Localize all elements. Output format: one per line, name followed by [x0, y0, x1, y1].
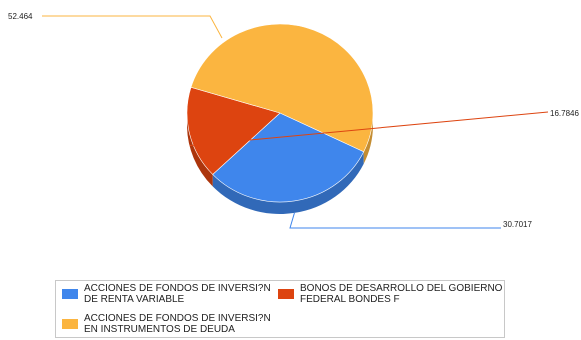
pie-slice-1	[186, 86, 281, 175]
legend-label-line1: ACCIONES DE FONDOS DE INVERSI?N	[84, 283, 271, 294]
legend-label-line2: DE RENTA VARIABLE	[84, 294, 185, 305]
legend-swatch-orange	[62, 319, 78, 329]
legend-label-line1: BONOS DE DESARROLLO DEL GOBIERNO	[300, 283, 503, 294]
leader-lines-group	[42, 15, 549, 229]
leader-line-1	[189, 111, 549, 147]
legend-swatch-blue	[62, 289, 78, 299]
pie-slice-0	[212, 112, 365, 203]
data-label-1: 16.7846	[550, 109, 579, 118]
pie-slice-side-2	[363, 113, 373, 164]
legend-item-deuda: ACCIONES DE FONDOS DE INVERSI?N EN INSTR…	[62, 313, 272, 335]
pie-slices-group	[186, 23, 374, 203]
pie-depth-group	[187, 113, 373, 215]
legend-item-renta-variable: ACCIONES DE FONDOS DE INVERSI?N DE RENTA…	[62, 283, 272, 305]
leader-line-2	[42, 15, 223, 39]
chart-legend: ACCIONES DE FONDOS DE INVERSI?N DE RENTA…	[55, 280, 505, 338]
legend-item-bondes-f: BONOS DE DESARROLLO DEL GOBIERNO FEDERAL…	[278, 283, 503, 305]
data-label-2: 52.464	[8, 12, 33, 21]
legend-label-line1: ACCIONES DE FONDOS DE INVERSI?N	[84, 313, 271, 324]
pie-slice-2	[190, 23, 374, 153]
pie-chart: 30.7017 16.7846 52.464	[8, 12, 579, 229]
data-labels-group: 30.7017 16.7846 52.464	[8, 12, 579, 229]
pie-slice-side-0	[212, 151, 364, 215]
legend-label-line2: FEDERAL BONDES F	[300, 294, 400, 305]
data-label-0: 30.7017	[503, 220, 532, 229]
legend-swatch-red	[278, 289, 294, 299]
pie-slice-side-1	[187, 113, 213, 187]
leader-line-0	[289, 212, 501, 229]
legend-label-line2: EN INSTRUMENTOS DE DEUDA	[84, 324, 235, 335]
